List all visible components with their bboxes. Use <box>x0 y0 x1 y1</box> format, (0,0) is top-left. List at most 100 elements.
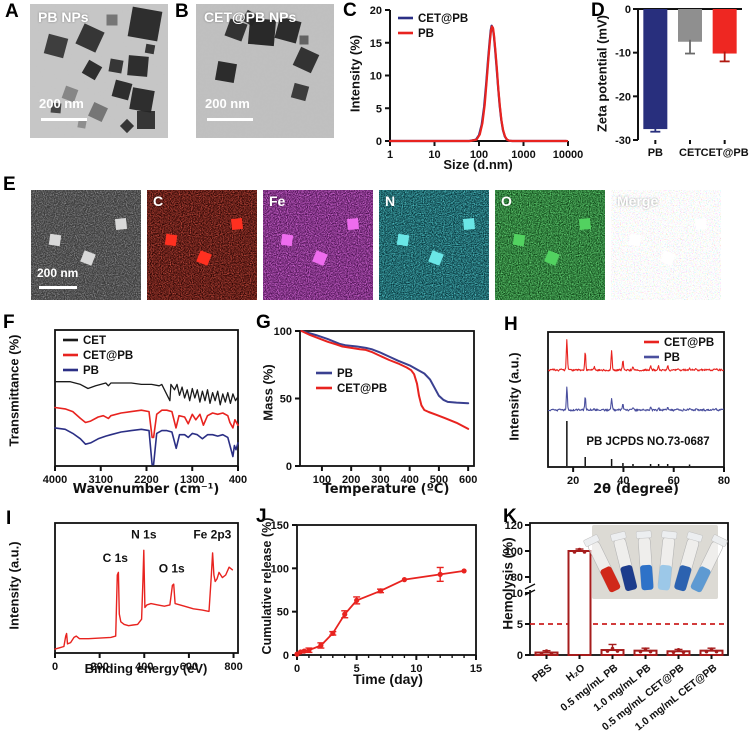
tick-label: 600 <box>459 474 477 486</box>
series-line <box>54 549 234 650</box>
tick-label: 1000 <box>511 149 535 161</box>
nanoparticle <box>61 85 79 103</box>
nanoparticle <box>75 23 105 53</box>
legend-label: CET@PB <box>83 350 133 362</box>
tick-label: -20 <box>615 91 631 103</box>
panel-b-scalebar-label: 200 nm <box>205 96 250 111</box>
tube-cap <box>686 531 703 543</box>
panel-b-tem-image: CET@PB NPs 200 nm <box>196 4 334 138</box>
panel-g-ylabel: Mass (%) <box>260 364 276 421</box>
nanoparticle <box>292 46 320 74</box>
nanoparticle <box>290 82 310 102</box>
panel-j-letter: J <box>256 506 267 527</box>
category-label: H₂O <box>564 662 587 684</box>
hemolysis-bar <box>600 649 625 656</box>
tick-label: 150 <box>271 520 289 532</box>
zeta-bar <box>712 9 737 54</box>
tick-label: 5 <box>376 103 382 115</box>
tick-label: 10 <box>511 588 523 600</box>
tick-label: 15 <box>470 663 482 675</box>
hemolysis-bar <box>534 651 559 657</box>
nanoparticle <box>230 217 244 231</box>
tick-label: 400 <box>229 474 247 486</box>
tick-label: 20 <box>370 5 382 17</box>
tube-liquid <box>640 564 654 591</box>
nanoparticle <box>512 233 526 247</box>
nanoparticle <box>81 59 103 81</box>
nanoparticle <box>694 217 708 231</box>
nanoparticle <box>241 9 259 27</box>
nanoparticle <box>129 87 155 113</box>
nanoparticle <box>578 217 592 231</box>
panel-g-letter: G <box>256 312 271 333</box>
sem-canvas <box>31 190 141 300</box>
data-point <box>437 571 443 577</box>
nanoparticle <box>48 233 62 247</box>
tube-cap <box>711 534 728 547</box>
tube-liquid <box>657 564 672 591</box>
nanoparticle <box>628 233 642 247</box>
tube-cap <box>583 534 600 547</box>
nanoparticle <box>247 17 277 47</box>
panel-e-map-o: O <box>495 190 605 300</box>
map-fe-label: Fe <box>269 193 286 209</box>
hemolysis-bar <box>633 649 658 657</box>
panel-k-ylabel: Hemolysis (%) <box>500 537 516 630</box>
nanoparticle <box>396 233 410 247</box>
tile-noise <box>263 190 373 300</box>
tile-noise <box>147 190 257 300</box>
panel-h-ylabel: Intensity (a.u.) <box>506 352 522 441</box>
tube-liquid <box>620 565 637 591</box>
tick-label: 80 <box>718 475 730 487</box>
panel-i-xlabel: Binding energy (eV) <box>84 661 208 676</box>
tube-cap <box>610 531 627 542</box>
nanoparticle <box>114 217 128 231</box>
nanoparticle <box>106 14 118 26</box>
data-point <box>377 588 384 594</box>
tick-label: 60 <box>668 475 680 487</box>
tick-label: 100 <box>274 326 292 338</box>
panel-e-letter: E <box>3 174 16 195</box>
plot-frame <box>299 330 475 467</box>
tick-label: -10 <box>615 48 631 60</box>
legend-label: CET <box>83 335 106 347</box>
panel-d-letter: D <box>591 0 605 21</box>
tick-label: 0 <box>625 4 631 16</box>
map-c-canvas <box>147 190 257 300</box>
data-point <box>306 647 312 653</box>
tube-liquid <box>674 565 692 592</box>
tick-label: 1300 <box>180 474 204 486</box>
map-merge-label: Merge <box>617 193 659 209</box>
nanoparticle <box>299 35 309 45</box>
nanoparticle <box>544 250 560 266</box>
panel-f-letter: F <box>3 312 15 333</box>
data-point <box>714 649 719 654</box>
panel-a-scalebar-label: 200 nm <box>39 96 84 111</box>
panel-k-letter: K <box>503 506 517 527</box>
data-point <box>615 649 620 653</box>
jcpds-annotation: PB JCPDS NO.73-0687 <box>586 436 709 448</box>
panel-f-ftir-chart: 4000 3100 2200 1300 400 CET CET@PB PB <box>43 329 247 486</box>
nanoparticle <box>346 217 360 231</box>
panel-e-sem-image: 200 nm <box>31 190 141 300</box>
series-line <box>547 386 724 412</box>
legend-label: PB <box>418 28 434 40</box>
nanoparticle <box>137 111 155 129</box>
tick-label: 50 <box>280 394 292 406</box>
tick-label: 200 <box>90 661 108 673</box>
nanoparticle <box>108 58 124 74</box>
data-point <box>671 650 676 655</box>
nanoparticle <box>77 119 87 129</box>
map-fe-canvas <box>263 190 373 300</box>
data-point <box>539 651 544 656</box>
tick-label: 0 <box>283 650 289 662</box>
data-point <box>461 568 467 574</box>
data-point <box>342 611 348 617</box>
legend-label: CET@PB <box>418 13 468 25</box>
tick-label: 2200 <box>134 474 158 486</box>
legend-label: PB <box>83 365 99 377</box>
tube <box>610 531 637 591</box>
panel-j-ylabel: Cumulative release (%) <box>260 517 274 655</box>
tick-label: 400 <box>400 474 418 486</box>
panel-g-tga-chart: 0 50 100 100 200 300 400 500 600 PB CET@PB <box>274 326 478 486</box>
